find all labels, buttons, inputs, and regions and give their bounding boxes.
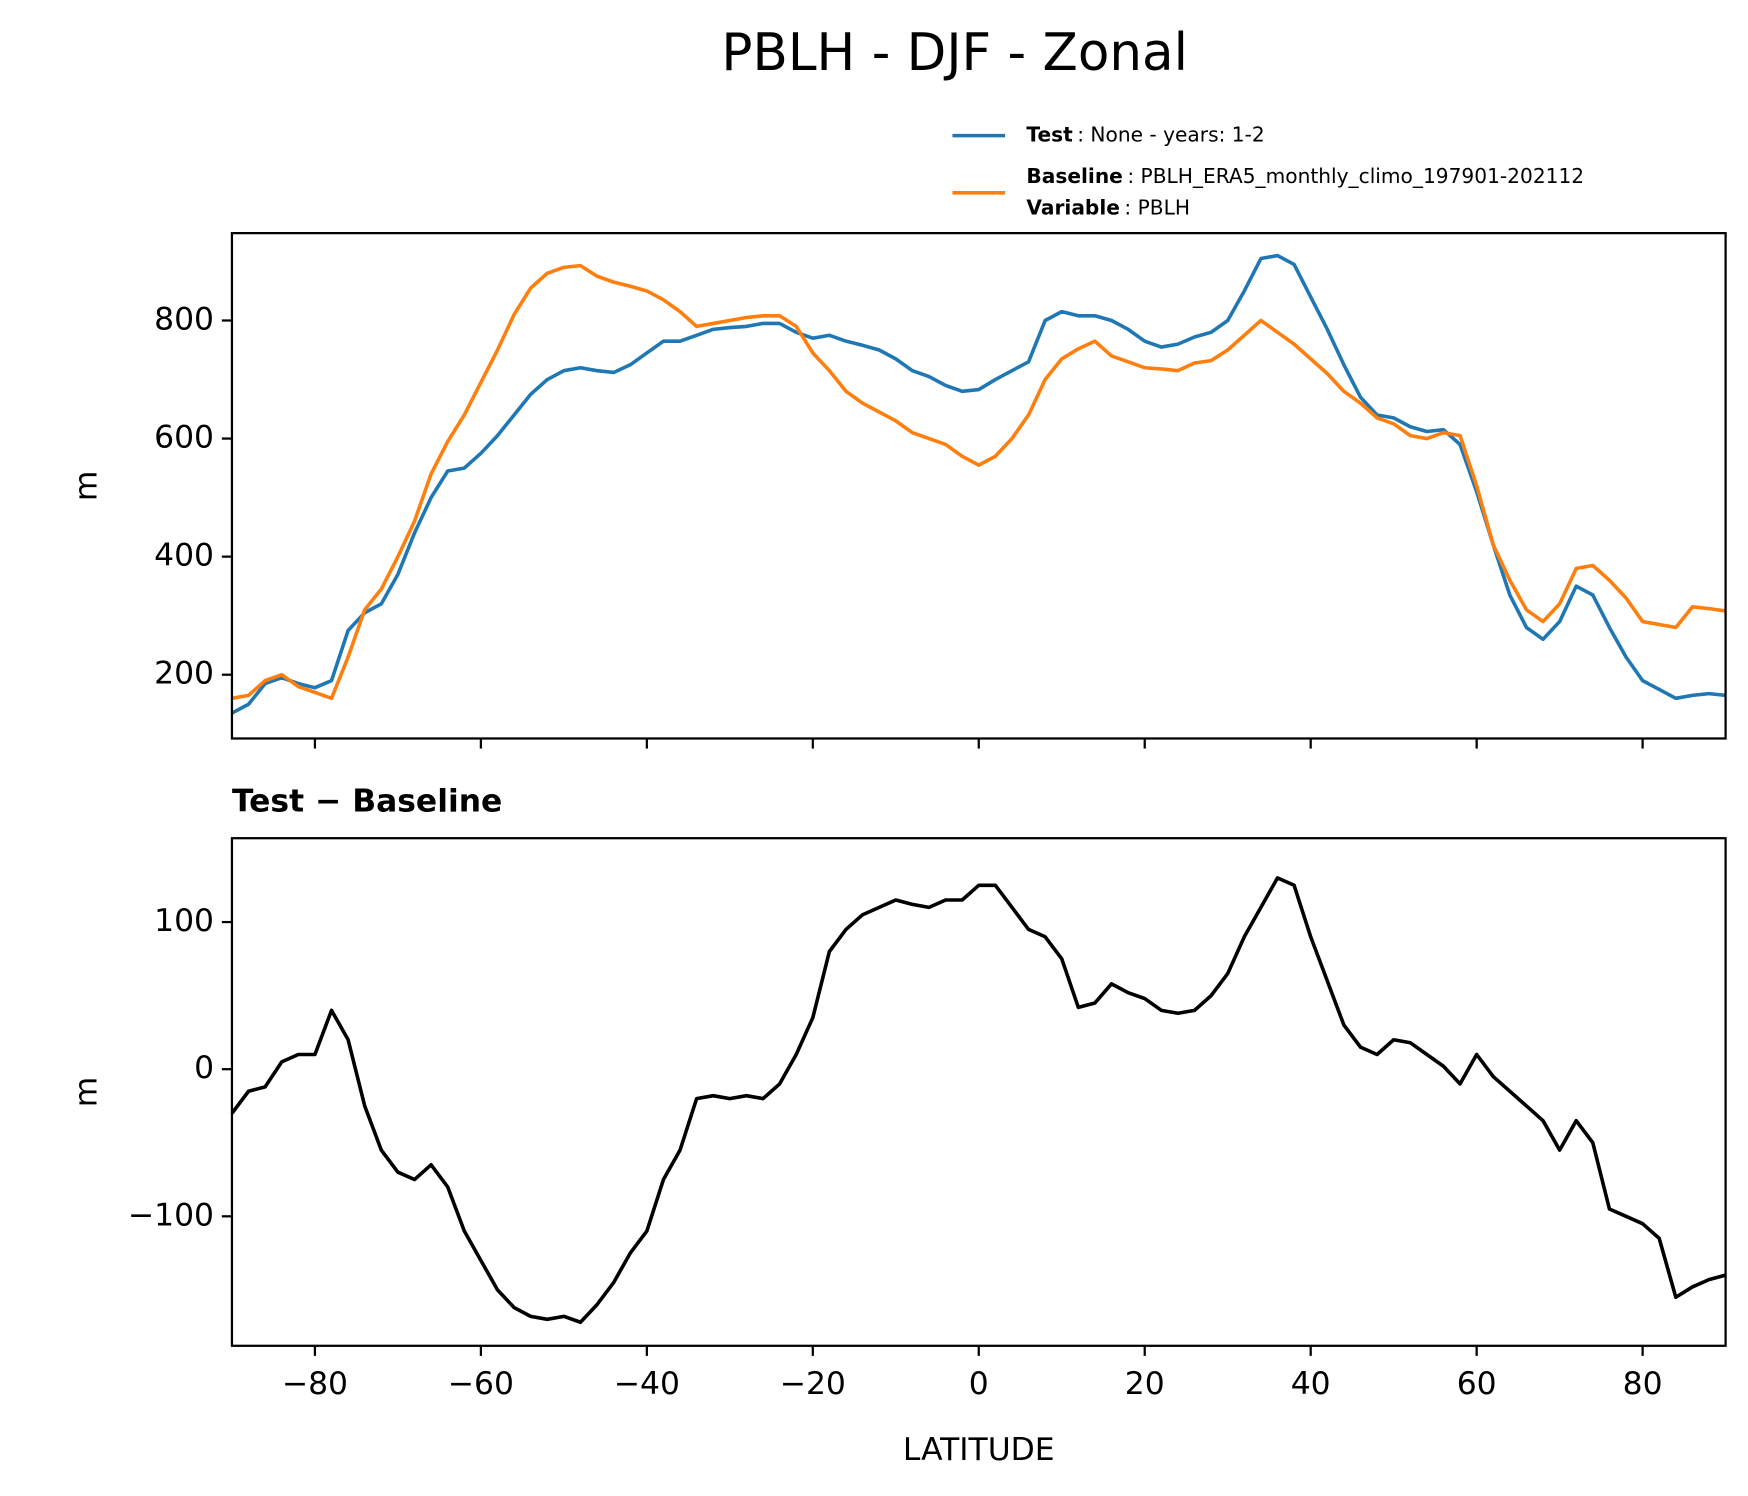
x-tick-label: −60: [448, 1366, 514, 1402]
plot-frame: [230, 232, 1727, 740]
y-tick-label: 600: [154, 420, 214, 456]
subplot-title: Test − Baseline: [232, 783, 502, 819]
x-tick-label: 0: [969, 1366, 989, 1402]
legend-description: : PBLH: [1124, 195, 1190, 219]
legend-description: : None - years: 1-2: [1077, 122, 1264, 146]
y-tick-label: 400: [154, 538, 214, 574]
data-line: [230, 876, 1727, 1325]
plot-frame: [230, 837, 1727, 1347]
y-tick-label: 100: [154, 903, 214, 939]
x-axis-label: LATITUDE: [903, 1432, 1055, 1468]
y-tick-label: 0: [194, 1050, 214, 1086]
x-tick-label: 80: [1623, 1366, 1663, 1402]
x-tick-label: 60: [1457, 1366, 1497, 1402]
x-tick-label: −40: [614, 1366, 680, 1402]
x-tick-label: 20: [1125, 1366, 1165, 1402]
y-tick-label: −100: [128, 1197, 214, 1233]
x-tick-label: 40: [1291, 1366, 1331, 1402]
figure-title: PBLH - DJF - Zonal: [721, 23, 1188, 83]
y-tick-label: 200: [154, 656, 214, 692]
legend-description: : PBLH_ERA5_monthly_climo_197901-202112: [1127, 164, 1584, 188]
legend-name: Test: [1026, 122, 1073, 146]
legend-name: Baseline: [1026, 164, 1122, 188]
legend-entry: Baseline: PBLH_ERA5_monthly_climo_197901…: [1026, 164, 1584, 188]
data-line: [231, 263, 1726, 701]
x-tick-label: −20: [780, 1366, 846, 1402]
y-axis-label: m: [68, 471, 104, 502]
y-axis-label: m: [68, 1077, 104, 1108]
legend-entry: Variable: PBLH: [1026, 195, 1190, 219]
y-tick-label: 800: [154, 301, 214, 337]
legend-entry: Test: None - years: 1-2: [1026, 122, 1264, 146]
legend-name: Variable: [1026, 195, 1120, 219]
x-tick-label: −80: [282, 1366, 348, 1402]
data-line: [231, 253, 1726, 715]
